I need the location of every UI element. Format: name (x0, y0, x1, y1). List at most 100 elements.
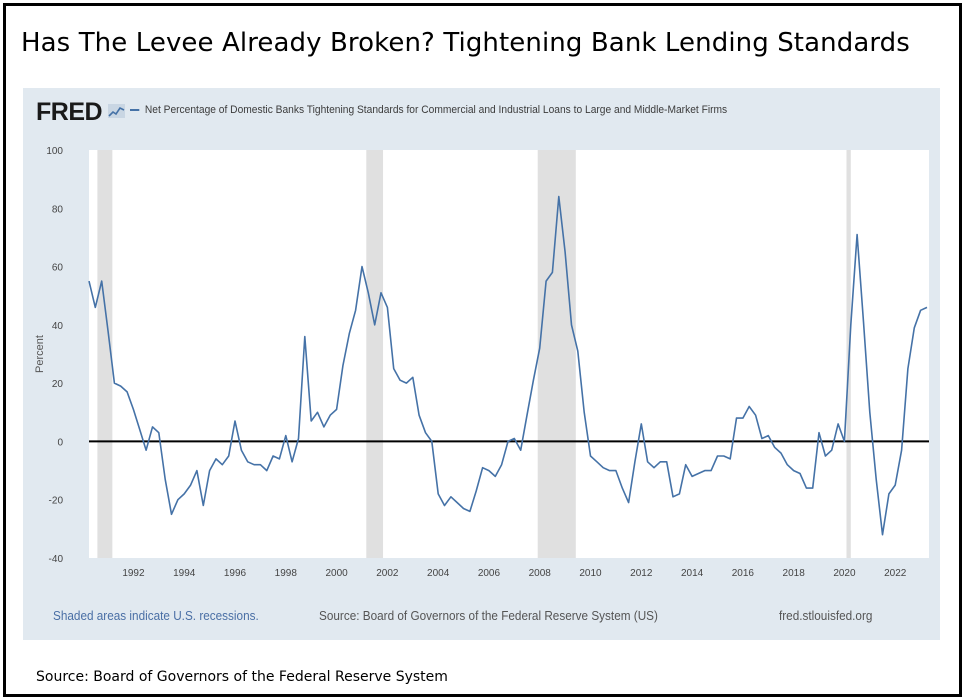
data-point (742, 417, 744, 419)
x-tick-label: 1998 (275, 568, 298, 579)
data-point (564, 251, 566, 253)
data-point (158, 431, 160, 433)
data-point (189, 484, 191, 486)
data-point (513, 437, 515, 439)
data-point (164, 478, 166, 480)
data-point (856, 233, 858, 235)
legend-swatch (130, 109, 140, 111)
chart-legend: Net Percentage of Domestic Banks Tighten… (130, 104, 727, 116)
data-point (596, 461, 598, 463)
plot-area (89, 150, 929, 558)
source-note: Source: Board of Governors of the Federa… (319, 609, 658, 623)
data-point (792, 469, 794, 471)
data-point (412, 376, 414, 378)
data-point (126, 391, 128, 393)
x-tick-label: 1994 (173, 568, 196, 579)
x-tick-label: 2018 (783, 568, 806, 579)
data-point (278, 458, 280, 460)
recession-note[interactable]: Shaded areas indicate U.S. recessions. (53, 609, 259, 623)
data-point (234, 420, 236, 422)
data-point (253, 464, 255, 466)
data-point (221, 464, 223, 466)
x-tick-label: 1996 (224, 568, 247, 579)
data-point (704, 469, 706, 471)
x-tick-label: 2002 (376, 568, 399, 579)
data-point (215, 458, 217, 460)
data-point (761, 437, 763, 439)
data-point (177, 499, 179, 501)
recession-band (97, 150, 113, 558)
data-point (456, 501, 458, 503)
x-tick-label: 2012 (630, 568, 653, 579)
x-tick-label: 2014 (681, 568, 704, 579)
fred-chart-panel: FRED Net Percentage of Domestic Banks Ti… (23, 88, 940, 640)
data-point (145, 449, 147, 451)
y-tick-label: 40 (52, 321, 64, 332)
data-point (399, 379, 401, 381)
data-point (735, 417, 737, 419)
data-point (304, 335, 306, 337)
x-tick-label: 2016 (732, 568, 755, 579)
data-point (329, 414, 331, 416)
data-point (297, 437, 299, 439)
data-point (837, 423, 839, 425)
data-point (773, 446, 775, 448)
data-point (697, 472, 699, 474)
data-point (272, 455, 274, 457)
x-axis-ticks: 1992 1994 1996 1998 2000 2002 2004 2006 2008 2010… (122, 568, 906, 579)
y-axis-ticks: -40 -20 0 20 40 60 80 100 (46, 146, 63, 565)
data-point (354, 309, 356, 311)
fred-url[interactable]: fred.stlouisfed.org (779, 609, 873, 623)
data-point (132, 408, 134, 410)
y-tick-label: 80 (52, 204, 64, 215)
data-point (551, 271, 553, 273)
data-point (310, 420, 312, 422)
data-point (202, 504, 204, 506)
data-point (462, 507, 464, 509)
headline: Has The Levee Already Broken? Tightening… (21, 28, 910, 58)
data-point (621, 487, 623, 489)
data-point (386, 306, 388, 308)
data-point (685, 464, 687, 466)
fred-logo[interactable]: FRED (36, 98, 103, 126)
data-point (812, 487, 814, 489)
data-point (418, 414, 420, 416)
data-point (285, 434, 287, 436)
data-point (875, 478, 877, 480)
y-tick-label: -20 (49, 496, 64, 507)
data-point (247, 461, 249, 463)
data-point (748, 405, 750, 407)
data-point (431, 440, 433, 442)
data-point (120, 385, 122, 387)
data-point (170, 513, 172, 515)
data-point (526, 414, 528, 416)
data-point (488, 469, 490, 471)
data-point (850, 324, 852, 326)
data-point (913, 327, 915, 329)
data-point (380, 292, 382, 294)
data-point (799, 472, 801, 474)
data-point (323, 426, 325, 428)
x-tick-label: 1992 (122, 568, 145, 579)
data-point (615, 469, 617, 471)
x-tick-label: 2020 (833, 568, 856, 579)
legend-label: Net Percentage of Domestic Banks Tighten… (144, 104, 728, 116)
data-point (88, 280, 90, 282)
x-tick-label: 2010 (579, 568, 602, 579)
data-point (266, 469, 268, 471)
data-point (786, 464, 788, 466)
data-point (475, 490, 477, 492)
data-point (646, 461, 648, 463)
data-point (373, 324, 375, 326)
data-point (507, 440, 509, 442)
data-point (570, 324, 572, 326)
data-point (634, 461, 636, 463)
y-axis-label: Percent (34, 335, 46, 373)
recession-band (537, 150, 576, 558)
data-point (342, 364, 344, 366)
data-point (843, 440, 845, 442)
data-point (494, 475, 496, 477)
bottom-source: Source: Board of Governors of the Federa… (36, 669, 448, 685)
data-point (348, 332, 350, 334)
data-point (881, 533, 883, 535)
